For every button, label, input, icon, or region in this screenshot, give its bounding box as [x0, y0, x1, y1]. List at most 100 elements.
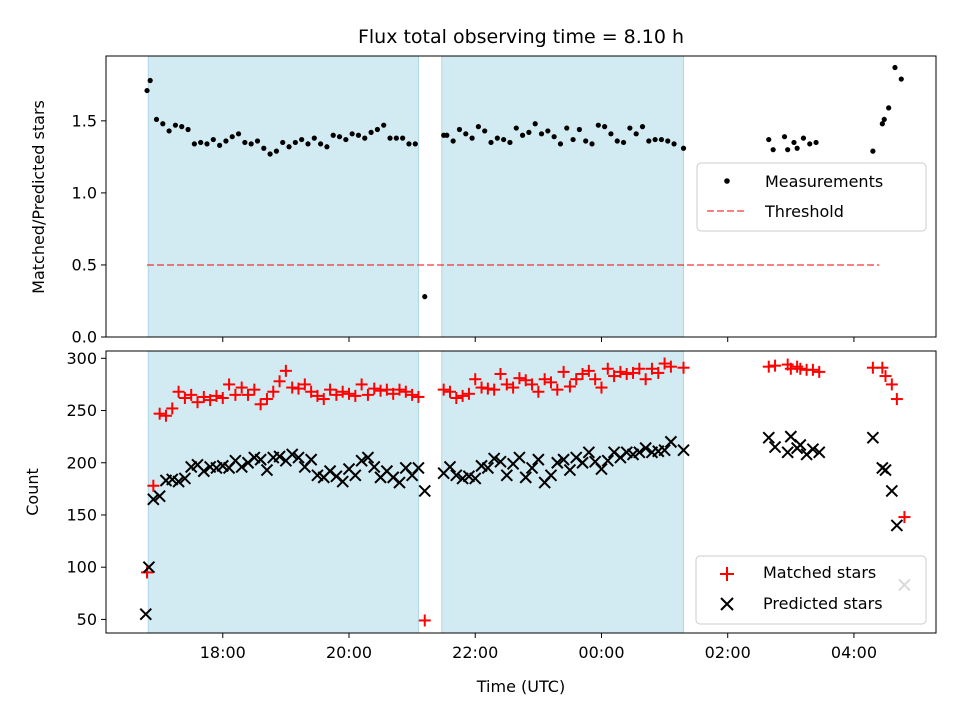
bottom-xtick-label: 02:00: [705, 643, 751, 662]
predicted-star-point: [147, 493, 160, 506]
predicted-star-diag-b: [813, 446, 826, 459]
matched-star-point: [601, 362, 614, 375]
top-y-axis-ticks: 0.0 0.5 1.0 1.5: [72, 111, 106, 347]
predicted-star-diag-b: [203, 460, 217, 474]
predicted-star-point: [285, 448, 299, 461]
measurement-point: [879, 121, 885, 127]
predicted-star-diag-b: [576, 456, 589, 469]
matched-star-point: [544, 376, 557, 389]
predicted-star-point: [890, 519, 904, 532]
predicted-star-diag-b: [890, 519, 904, 532]
measurement-point: [179, 124, 185, 130]
predicted-star-diag-b: [513, 451, 526, 464]
bottom-ytick-label: 300: [66, 349, 97, 368]
top-ytick-label: 0.5: [72, 255, 97, 274]
bottom-ytick-label: 250: [66, 401, 97, 420]
predicted-star-point: [866, 431, 880, 444]
predicted-star-point: [469, 472, 482, 485]
matched-star-point: [813, 365, 826, 378]
measurement-point: [412, 141, 418, 147]
measurement-point: [898, 76, 904, 82]
predicted-star-diag-b: [361, 451, 375, 464]
matched-star-point: [794, 362, 807, 375]
chart-title: Flux total observing time = 8.10 h: [358, 26, 684, 48]
predicted-star-point: [879, 463, 892, 477]
matched-star-point: [762, 360, 775, 373]
matched-star-point: [437, 383, 450, 396]
predicted-star-diag-b: [292, 451, 305, 464]
measurement-point: [665, 138, 671, 144]
matched-star-point: [260, 393, 273, 406]
matched-star-point: [582, 364, 595, 377]
measurement-point: [318, 141, 324, 147]
measurement-point: [770, 147, 776, 153]
measurement-point: [463, 131, 469, 137]
predicted-star-diag-b: [368, 460, 381, 474]
matched-star-point: [885, 378, 898, 391]
predicted-star-diag-b: [620, 446, 633, 459]
predicted-star-point: [595, 462, 608, 476]
matched-star-point: [652, 366, 665, 379]
predicted-stars-points: [139, 430, 911, 621]
matched-star-point: [355, 378, 368, 391]
matched-star-point: [450, 392, 463, 404]
matched-star-point: [393, 383, 406, 396]
legend-predicted-label: Predicted stars: [763, 594, 883, 613]
predicted-star-diag-b: [557, 453, 570, 466]
measurement-point: [387, 135, 393, 141]
predicted-star-diag-b: [885, 484, 899, 498]
measurement-point: [349, 131, 355, 137]
top-shaded-regions: [147, 55, 685, 338]
predicted-star-diag-b: [633, 446, 646, 459]
matched-star-point: [204, 394, 217, 407]
predicted-star-diag-b: [139, 607, 152, 621]
measurement-point: [791, 139, 797, 146]
matched-star-point: [216, 392, 229, 404]
top-ytick-label: 0.0: [72, 328, 97, 347]
measurement-point: [400, 135, 406, 141]
measurement-point: [210, 136, 216, 143]
measurement-point: [422, 294, 428, 300]
predicted-star-diag-b: [450, 469, 463, 482]
predicted-star-point: [178, 472, 192, 485]
predicted-star-diag-b: [349, 469, 362, 482]
measurement-point: [813, 139, 819, 146]
measurement-point: [280, 139, 286, 146]
measurement-point: [330, 132, 336, 138]
predicted-star-point: [885, 484, 899, 498]
top-legend: Measurements Threshold: [696, 162, 927, 232]
matched-star-point: [879, 370, 892, 383]
bottom-x-axis-ticks: 18:00 20:00 22:00 00:00 02:00 04:00: [200, 633, 877, 662]
measurement-point: [614, 138, 620, 144]
matched-star-point: [677, 361, 690, 374]
predicted-star-diag-b: [601, 454, 614, 467]
matched-star-point: [248, 383, 261, 396]
top-x-axis-ticks: [222, 337, 855, 342]
matched-star-point: [645, 362, 658, 375]
predicted-star-diag-b: [781, 446, 794, 459]
predicted-star-diag-b: [330, 470, 343, 483]
predicted-star-diag-b: [355, 454, 368, 467]
matched-star-point: [538, 373, 551, 386]
predicted-star-point: [576, 456, 589, 469]
top-shaded-region-0: [147, 55, 419, 338]
top-y-axis-label: Matched/Predicted stars: [29, 100, 48, 294]
bottom-shaded-region-1: [441, 350, 685, 634]
measurement-point: [381, 122, 387, 128]
measurement-point: [324, 144, 330, 150]
predicted-star-point: [563, 463, 577, 477]
measurement-point: [286, 144, 292, 150]
measurement-point: [204, 141, 210, 147]
matched-star-point: [876, 361, 889, 374]
bottom-panel: 50 100 150 200 250 300 18:00 20:00 22:00 00:00 02…: [23, 349, 937, 696]
measurement-point: [444, 132, 450, 138]
measurement-point: [494, 135, 500, 141]
measurement-point: [393, 135, 399, 141]
predicted-star-point: [500, 469, 514, 482]
predicted-star-point: [368, 460, 381, 474]
legend-matched-marker: [720, 567, 734, 581]
matched-star-point: [412, 390, 425, 403]
matched-star-point: [197, 390, 210, 403]
matched-star-point: [399, 385, 412, 398]
measurement-point: [639, 124, 646, 130]
